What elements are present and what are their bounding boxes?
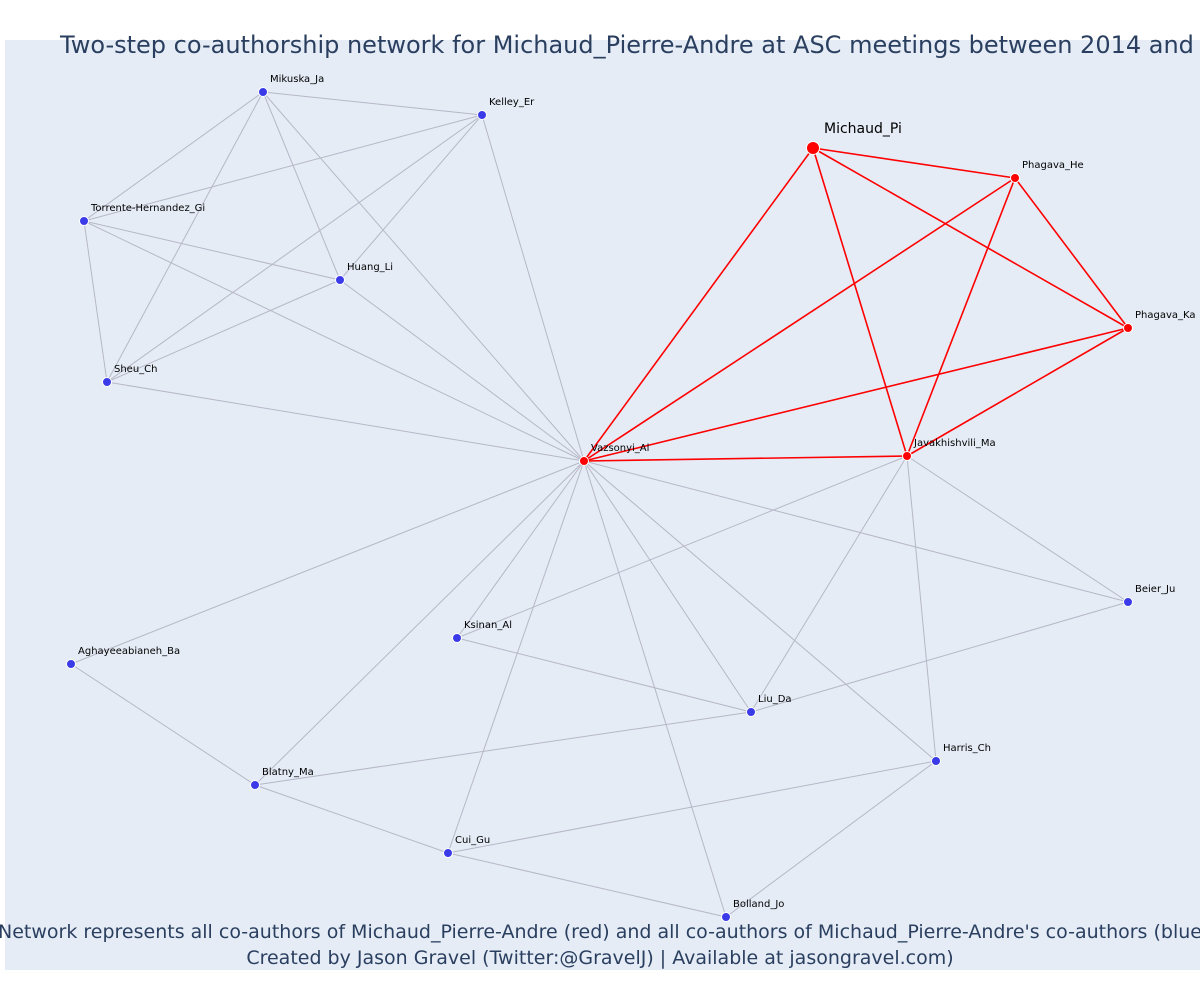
node-label-huang-li: Huang_Li xyxy=(347,262,393,273)
gray-edge-mikuska-ja-huang-li xyxy=(262,91,341,281)
gray-edge-aghayeeabianeh-ba-blatny-ma xyxy=(70,663,256,786)
gray-edge-vazsonyi-al-bolland-jo xyxy=(583,460,727,918)
red-edge-phagava-he-phagava-ka xyxy=(1014,177,1129,329)
node-phagava-he[interactable] xyxy=(1010,173,1020,183)
node-label-harris-ch: Harris_Ch xyxy=(943,743,991,754)
node-kelley-er[interactable] xyxy=(477,110,487,120)
node-aghayeeabianeh-ba[interactable] xyxy=(66,659,76,669)
gray-edge-javakhishvili-ma-liu-da xyxy=(750,455,908,713)
node-beier-ju[interactable] xyxy=(1123,597,1133,607)
red-edge-javakhishvili-ma-vazsonyi-al xyxy=(583,455,908,462)
gray-edge-huang-li-sheu-ch xyxy=(106,279,341,383)
gray-edge-harris-ch-bolland-jo xyxy=(725,760,937,918)
node-huang-li[interactable] xyxy=(335,275,345,285)
red-edge-michaud-pi-phagava-he xyxy=(812,147,1016,179)
node-mikuska-ja[interactable] xyxy=(258,87,268,97)
node-michaud-pi[interactable] xyxy=(806,141,820,155)
node-cui-gu[interactable] xyxy=(443,848,453,858)
gray-edges-layer xyxy=(70,91,1129,918)
node-blatny-ma[interactable] xyxy=(250,780,260,790)
gray-edge-cui-gu-harris-ch xyxy=(447,760,937,854)
node-label-javakhishvili-ma: Javakhishvili_Ma xyxy=(913,438,996,449)
node-liu-da[interactable] xyxy=(746,707,756,717)
gray-edge-vazsonyi-al-ksinan-al xyxy=(456,460,585,639)
node-label-liu-da: Liu_Da xyxy=(758,694,792,705)
node-torrente-hernandez-gi[interactable] xyxy=(79,216,89,226)
gray-edge-mikuska-ja-kelley-er xyxy=(262,91,483,116)
gray-edge-kelley-er-vazsonyi-al xyxy=(481,114,585,462)
gray-edge-huang-li-vazsonyi-al xyxy=(339,279,585,462)
node-javakhishvili-ma[interactable] xyxy=(902,451,912,461)
node-phagava-ka[interactable] xyxy=(1123,323,1133,333)
gray-edge-mikuska-ja-torrente-hernandez-gi xyxy=(83,91,264,222)
node-label-mikuska-ja: Mikuska_Ja xyxy=(270,74,324,85)
nodes-layer xyxy=(66,87,1133,922)
gray-edge-mikuska-ja-sheu-ch xyxy=(106,91,264,383)
gray-edge-ksinan-al-liu-da xyxy=(456,637,752,713)
red-edge-phagava-he-javakhishvili-ma xyxy=(906,177,1016,457)
gray-edge-torrente-hernandez-gi-huang-li xyxy=(83,220,341,281)
node-label-phagava-he: Phagava_He xyxy=(1022,160,1084,171)
plot-background xyxy=(5,40,1200,970)
node-label-torrente-hernandez-gi: Torrente-Hernandez_Gi xyxy=(90,203,205,214)
gray-edge-torrente-hernandez-gi-sheu-ch xyxy=(83,220,108,383)
gray-edge-kelley-er-huang-li xyxy=(339,114,483,281)
node-label-aghayeeabianeh-ba: Aghayeeabianeh_Ba xyxy=(78,646,180,657)
gray-edge-vazsonyi-al-blatny-ma xyxy=(254,460,585,786)
caption-line-2: Created by Jason Gravel (Twitter:@Gravel… xyxy=(246,947,953,969)
gray-edge-mikuska-ja-vazsonyi-al xyxy=(262,91,585,462)
node-label-blatny-ma: Blatny_Ma xyxy=(262,767,314,778)
red-edge-michaud-pi-phagava-ka xyxy=(812,147,1129,329)
gray-edge-vazsonyi-al-beier-ju xyxy=(583,460,1129,603)
gray-edge-kelley-er-torrente-hernandez-gi xyxy=(83,114,483,222)
red-edge-michaud-pi-javakhishvili-ma xyxy=(812,147,908,457)
red-edge-michaud-pi-vazsonyi-al xyxy=(583,147,814,462)
node-ksinan-al[interactable] xyxy=(452,633,462,643)
node-bolland-jo[interactable] xyxy=(721,912,731,922)
node-vazsonyi-al[interactable] xyxy=(579,456,589,466)
gray-edge-vazsonyi-al-liu-da xyxy=(583,460,752,713)
gray-edge-kelley-er-sheu-ch xyxy=(106,114,483,383)
red-edge-phagava-ka-javakhishvili-ma xyxy=(906,327,1129,457)
gray-edge-javakhishvili-ma-ksinan-al xyxy=(456,455,908,639)
node-label-sheu-ch: Sheu_Ch xyxy=(114,364,158,375)
gray-edge-vazsonyi-al-harris-ch xyxy=(583,460,937,762)
red-edges-layer xyxy=(583,147,1129,462)
gray-edge-vazsonyi-al-cui-gu xyxy=(447,460,585,854)
node-label-bolland-jo: Bolland_Jo xyxy=(733,899,784,910)
chart-title: Two-step co-authorship network for Micha… xyxy=(59,31,1200,59)
gray-edge-torrente-hernandez-gi-vazsonyi-al xyxy=(83,220,585,462)
red-edge-phagava-he-vazsonyi-al xyxy=(583,177,1016,462)
gray-edge-cui-gu-bolland-jo xyxy=(447,852,727,918)
gray-edge-blatny-ma-cui-gu xyxy=(254,784,449,854)
gray-edge-vazsonyi-al-aghayeeabianeh-ba xyxy=(70,460,585,665)
gray-edge-liu-da-beier-ju xyxy=(750,601,1129,713)
gray-edge-liu-da-blatny-ma xyxy=(254,711,752,786)
caption-line-1: Network represents all co-authors of Mic… xyxy=(0,921,1200,943)
node-harris-ch[interactable] xyxy=(931,756,941,766)
node-label-cui-gu: Cui_Gu xyxy=(455,835,490,846)
gray-edge-sheu-ch-vazsonyi-al xyxy=(106,381,585,462)
node-label-vazsonyi-al: Vazsonyi_Al xyxy=(591,443,649,454)
gray-edge-javakhishvili-ma-harris-ch xyxy=(906,455,937,762)
node-sheu-ch[interactable] xyxy=(102,377,112,387)
node-label-beier-ju: Beier_Ju xyxy=(1135,584,1175,595)
gray-edge-javakhishvili-ma-beier-ju xyxy=(906,455,1129,603)
node-label-phagava-ka: Phagava_Ka xyxy=(1135,310,1196,321)
node-label-michaud-pi: Michaud_Pi xyxy=(824,121,902,137)
labels-layer: Michaud_Pi Phagava_He Phagava_Ka Javakhishv… xyxy=(78,74,1196,910)
node-label-kelley-er: Kelley_Er xyxy=(489,97,535,108)
red-edge-phagava-ka-vazsonyi-al xyxy=(583,327,1129,462)
node-label-ksinan-al: Ksinan_Al xyxy=(464,620,512,631)
